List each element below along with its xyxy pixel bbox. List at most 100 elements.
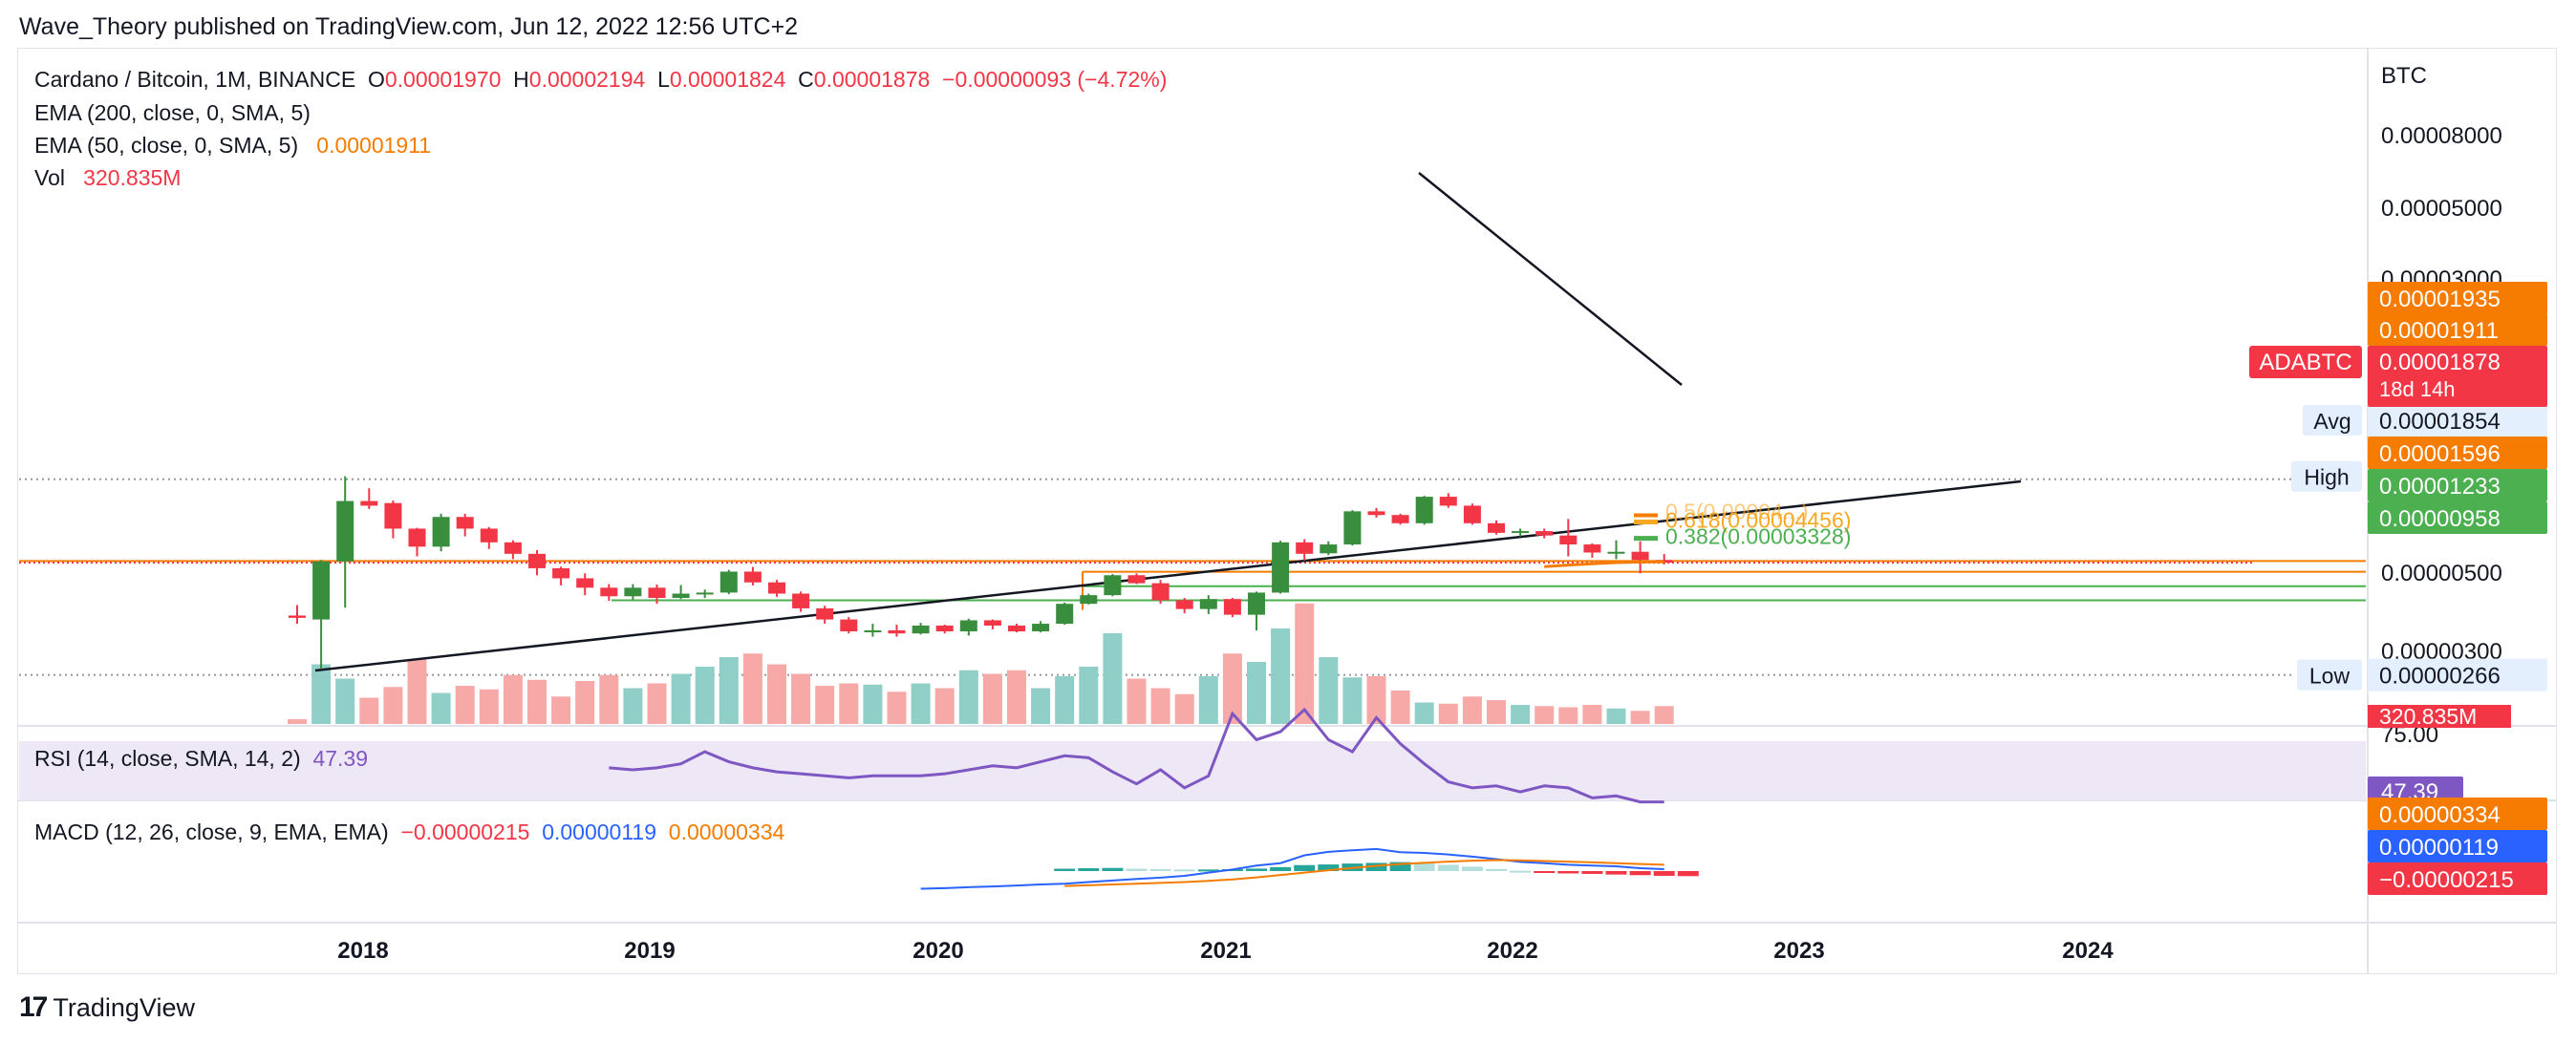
macd-axis-label: −0.00000215: [2379, 867, 2514, 893]
volume-bar: [1222, 653, 1242, 724]
volume-bar: [479, 689, 499, 724]
y-axis-tick-label: 0.00000500: [2381, 561, 2502, 586]
volume-bar: [719, 657, 739, 724]
volume-bar: [311, 664, 332, 724]
level-price-label: 0.00001935: [2379, 287, 2501, 312]
volume-bar: [647, 683, 667, 724]
level-price-label-bg: [2368, 313, 2547, 346]
macd-histogram-bar: [1581, 871, 1603, 874]
volume-bar: [695, 667, 715, 724]
ema50-legend[interactable]: EMA (50, close, 0, SMA, 5) 0.00001911: [34, 133, 431, 159]
candle: [719, 571, 738, 593]
volume-bar: [671, 673, 691, 724]
volume-bar: [791, 673, 811, 724]
volume-bar: [383, 687, 403, 724]
publisher-header: Wave_Theory published on TradingView.com…: [19, 13, 799, 40]
ema200-legend[interactable]: EMA (200, close, 0, SMA, 5): [34, 100, 311, 126]
macd-histogram-bar: [1365, 862, 1387, 871]
candle: [1320, 544, 1338, 554]
candle: [1631, 551, 1649, 561]
macd-histogram-bar: [1677, 871, 1699, 877]
level-price-label: 0.00001596: [2379, 441, 2501, 467]
volume-bar: [1438, 703, 1458, 724]
level-price-label-bg: [2368, 501, 2547, 534]
volume-bar: [911, 683, 931, 724]
candle: [1127, 575, 1146, 584]
symbol-name: Cardano / Bitcoin, 1M, BINANCE: [34, 67, 356, 92]
macd-histogram-bar: [1389, 862, 1411, 871]
macd-histogram-bar: [1246, 868, 1267, 871]
vol-label: Vol: [34, 165, 65, 190]
descending-trendline: [1418, 172, 1683, 386]
macd-histogram-bar: [1534, 871, 1556, 873]
macd-legend[interactable]: MACD (12, 26, close, 9, EMA, EMA) −0.000…: [34, 820, 784, 845]
tradingview-logo-icon: 17: [19, 991, 48, 1023]
low-label: L: [657, 67, 670, 92]
volume-bar: [1366, 676, 1386, 724]
low-tag: Low: [2309, 664, 2351, 689]
chart-frame: [17, 48, 2557, 974]
candle: [528, 553, 546, 568]
rsi-value: 47.39: [312, 746, 369, 771]
volume-bar: [575, 681, 595, 724]
low-price-label: 0.00000266: [2379, 664, 2501, 690]
macd-histogram-bar: [1437, 864, 1459, 871]
candle: [1032, 624, 1050, 632]
x-axis-tick-label: 2019: [624, 938, 675, 964]
high-value: 0.00002194: [528, 67, 646, 92]
volume-bar: [288, 719, 307, 724]
candle: [1080, 595, 1098, 605]
volume-bar: [887, 692, 907, 724]
candle: [983, 620, 1001, 626]
macd-histogram-bar: [1557, 871, 1579, 874]
symbol-legend[interactable]: Cardano / Bitcoin, 1M, BINANCE O0.000019…: [34, 67, 1167, 93]
avg-tag: Avg: [2313, 409, 2351, 434]
candle: [456, 517, 474, 529]
volume-bar: [1535, 706, 1555, 724]
macd-histogram-bar: [1149, 869, 1171, 872]
volume-bar: [1079, 667, 1099, 724]
macd-histogram-bar: [1294, 864, 1316, 871]
vol-legend[interactable]: Vol 320.835M: [34, 165, 181, 191]
candle: [1463, 505, 1481, 523]
macd-histogram-bar: [1461, 866, 1483, 871]
candle: [312, 561, 331, 620]
macd-histogram-bar: [1605, 871, 1627, 875]
volume-bar: [1390, 691, 1410, 724]
candle: [864, 629, 882, 632]
macd-histogram-bar: [1270, 866, 1292, 871]
candle: [504, 542, 522, 554]
volume-bar: [503, 674, 523, 724]
brand-name: TradingView: [53, 992, 195, 1022]
candle: [1439, 497, 1457, 506]
candle: [1391, 515, 1409, 523]
candle: [336, 500, 354, 562]
x-axis-tick-label: 2020: [912, 938, 963, 964]
candle: [1151, 583, 1170, 601]
rsi-legend[interactable]: RSI (14, close, SMA, 14, 2) 47.39: [34, 746, 368, 772]
price-axis-currency: BTC: [2381, 63, 2427, 89]
avg-price-label: 0.00001854: [2379, 409, 2501, 435]
candle: [1488, 522, 1505, 533]
volume-bar: [767, 664, 786, 724]
volume-bar: [1127, 678, 1147, 724]
tradingview-logo[interactable]: 17 TradingView: [19, 991, 195, 1024]
macd-label: MACD (12, 26, close, 9, EMA, EMA): [34, 820, 389, 844]
macd-histogram-bar: [1510, 870, 1532, 873]
volume-bar: [527, 679, 547, 724]
rsi-line: [609, 707, 1664, 804]
candle: [384, 502, 402, 529]
rsi-label: RSI (14, close, SMA, 14, 2): [34, 746, 301, 771]
macd-axis-label-bg: [2368, 798, 2547, 830]
open-label: O: [367, 67, 385, 92]
ema50-value: 0.00001911: [316, 133, 432, 158]
candle: [1175, 600, 1193, 609]
candle: [624, 587, 642, 597]
level-price-label-bg: [2368, 282, 2547, 314]
candle: [959, 620, 977, 632]
volume-bar: [599, 674, 619, 724]
macd-histogram-bar: [1078, 868, 1100, 871]
candle: [600, 587, 618, 597]
low-value: 0.00001824: [669, 67, 786, 92]
